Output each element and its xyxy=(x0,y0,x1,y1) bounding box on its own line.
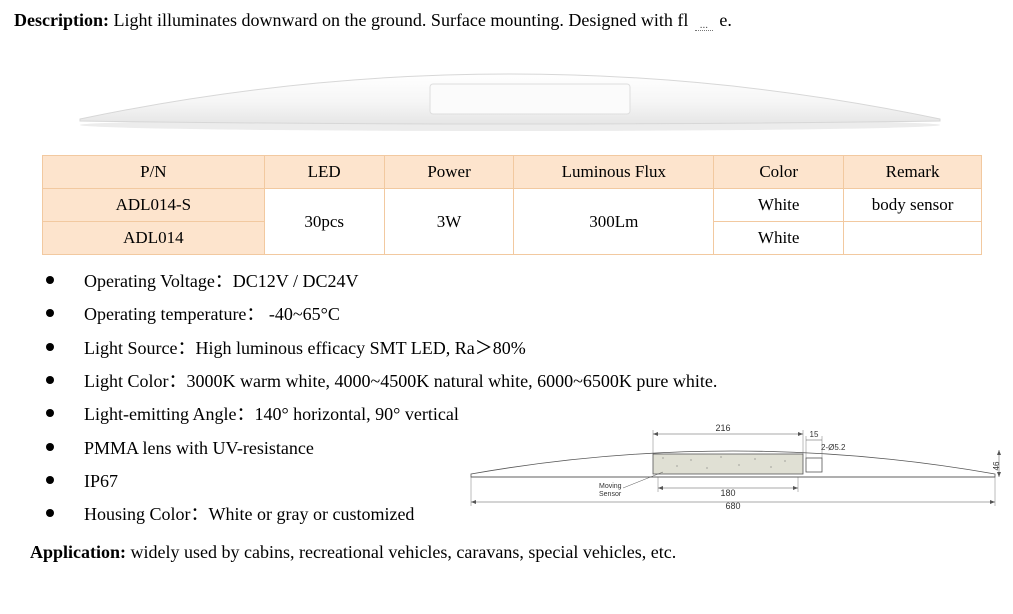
table-row: ADL014-S 30pcs 3W 300Lm White body senso… xyxy=(43,189,982,222)
spec-table: P/N LED Power Luminous Flux Color Remark… xyxy=(42,155,982,255)
description-label: Description: xyxy=(14,10,109,30)
dimension-drawing: 216 15 2-Ø5.2 Moving Sensor 180 xyxy=(463,416,1003,510)
dim-180: 180 xyxy=(720,488,735,498)
dim-15: 15 xyxy=(810,430,819,439)
dim-46: 46 xyxy=(992,461,1001,470)
application-label: Application: xyxy=(30,542,126,562)
product-svg xyxy=(60,47,960,137)
cell-pn: ADL014-S xyxy=(43,189,265,222)
application-text: widely used by cabins, recreational vehi… xyxy=(131,542,677,562)
cell-remark: body sensor xyxy=(844,189,982,222)
cell-flux: 300Lm xyxy=(514,189,714,255)
col-power: Power xyxy=(384,156,514,189)
description-line: Description: Light illuminates downward … xyxy=(14,8,999,33)
table-header-row: P/N LED Power Luminous Flux Color Remark xyxy=(43,156,982,189)
dim-2x52: 2-Ø5.2 xyxy=(821,443,846,452)
col-remark: Remark xyxy=(844,156,982,189)
cell-color: White xyxy=(714,222,844,255)
list-item: Light Color：3000K warm white, 4000~4500K… xyxy=(46,365,999,398)
description-text-before: Light illuminates downward on the ground… xyxy=(113,10,688,30)
list-item: Operating Voltage：DC12V / DC24V xyxy=(46,265,999,298)
list-item: Operating temperature： -40~65°C xyxy=(46,298,999,331)
col-color: Color xyxy=(714,156,844,189)
col-led: LED xyxy=(264,156,384,189)
cell-pn: ADL014 xyxy=(43,222,265,255)
cell-led: 30pcs xyxy=(264,189,384,255)
application-line: Application: widely used by cabins, recr… xyxy=(30,542,999,563)
moving-sensor-l2: Sensor xyxy=(599,491,622,498)
dim-216: 216 xyxy=(715,423,730,433)
dim-680: 680 xyxy=(725,501,740,510)
col-flux: Luminous Flux xyxy=(514,156,714,189)
cell-remark xyxy=(844,222,982,255)
moving-sensor-l1: Moving xyxy=(599,483,622,490)
list-item: Light Source：High luminous efficacy SMT … xyxy=(46,332,999,365)
cell-color: White xyxy=(714,189,844,222)
product-render xyxy=(60,47,960,137)
description-text-after: e. xyxy=(719,10,732,30)
cell-power: 3W xyxy=(384,189,514,255)
truncation-ellipsis: ... xyxy=(695,21,713,31)
col-pn: P/N xyxy=(43,156,265,189)
